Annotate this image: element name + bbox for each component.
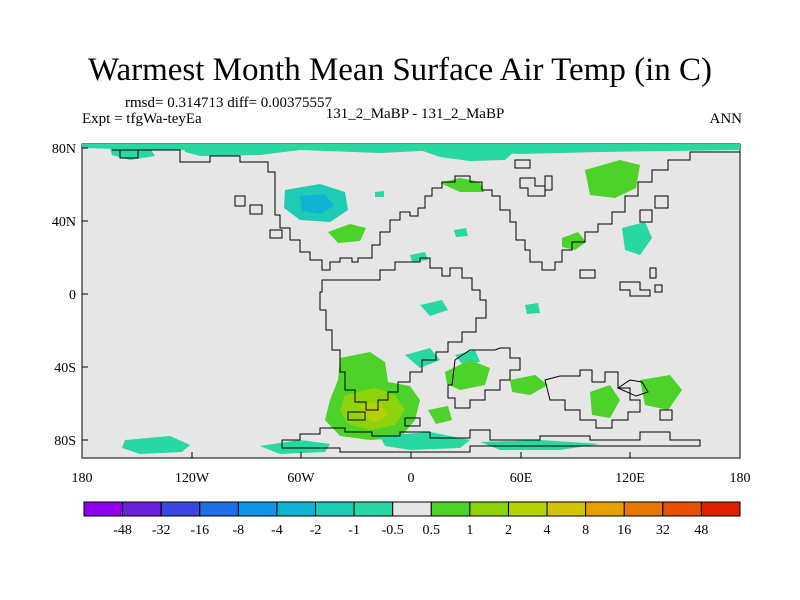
colorbar-label: -32 [152,523,171,538]
field-yellow-south-core [360,402,388,422]
field-teal-antarctic-2 [260,440,330,454]
field-green-south-6 [428,406,452,424]
comparison-label: 131_2_MaBP - 131_2_MaBP [325,106,505,122]
field-teal-south-2 [455,350,480,364]
lat-labels: 80N 40N 0 40S 80S [52,142,76,449]
field-teal-small-1 [410,252,428,262]
stats-label: rmsd= 0.314713 diff= 0.00375557 [125,95,333,111]
colorbar-label: -8 [233,523,245,538]
colorbar-label: 8 [582,523,589,538]
colorbar-label: 4 [544,523,551,538]
field-teal-antarctic-1 [122,436,190,454]
lat-tick-label: 40N [52,215,76,230]
field-teal-small-3 [525,303,540,314]
axis-ticks [81,147,741,458]
field-teal-arctic-2 [183,146,300,156]
field-teal-small-5 [375,191,384,197]
field-teal-south-1 [405,348,440,368]
colorbar-swatch [199,501,239,517]
colorbar-swatch [83,501,124,517]
colorbar-swatch [546,501,587,517]
lat-tick-label: 80N [52,142,76,157]
field-teal-antarctic-3 [380,432,470,450]
colorbar-swatch [276,501,317,517]
colorbar-swatch [392,501,432,517]
field-green-south-2 [445,360,490,390]
colorbar-swatch [160,501,201,517]
colorbar-label: 48 [694,523,708,538]
lon-tick-label: 120E [615,471,645,486]
lon-tick-label: 120W [175,471,210,486]
colorbar: -48 -32 -16 -8 -4 -2 -1 -0.5 0.5 1 2 4 8 16 32 48 [83,501,741,538]
colorbar-label: 16 [617,523,631,538]
colorbar-swatch [353,501,394,517]
lon-tick-label: 60E [510,471,533,486]
field-teal-arctic-3 [420,148,515,161]
lat-tick-label: 80S [54,434,76,449]
colorbar-label: -2 [310,523,322,538]
colorbar-label: 32 [656,523,670,538]
colorbar-swatch [623,501,664,517]
experiment-label: Expt = tfgWa-teyEa [82,111,202,127]
lon-tick-label: 180 [730,471,751,486]
colorbar-label: -4 [271,523,283,538]
colorbar-swatch [315,501,355,517]
lon-tick-label: 180 [72,471,93,486]
field-green-south-5 [640,375,682,410]
field-teal-arctic-4 [110,148,155,160]
colorbar-label: 0.5 [423,523,441,538]
chart-title: Warmest Month Mean Surface Air Temp (in … [87,52,713,88]
field-teal-pacific [622,222,652,255]
field-teal-small-4 [454,228,468,237]
colorbar-label: 2 [505,523,512,538]
lon-tick-label: 60W [287,471,315,486]
lon-tick-label: 0 [408,471,415,486]
colorbar-label: -1 [348,523,360,538]
colorbar-swatch [237,501,278,517]
colorbar-label: -16 [190,523,209,538]
colorbar-swatch [507,501,548,517]
colorbar-swatch [585,501,625,517]
field-green-south-4 [590,385,620,418]
anomaly-fields [82,144,740,454]
field-teal-small-2 [420,300,448,316]
colorbar-swatch [662,501,702,517]
field-teal-natlantic-inner [300,194,334,214]
lat-tick-label: 40S [54,361,76,376]
colorbar-label: 1 [466,523,473,538]
colorbar-swatch [430,501,471,517]
field-green-south-3 [510,375,548,395]
colorbar-label: -0.5 [382,523,404,538]
colorbar-swatch [122,501,162,517]
field-green-india [562,232,586,250]
field-green-med [328,224,366,243]
colorbar-swatch [469,501,509,517]
field-green-asia [585,160,640,198]
field-teal-antarctic-4 [480,440,600,450]
colorbar-swatch [700,501,741,517]
lon-labels: 180 120W 60W 0 60E 120E 180 [72,471,751,486]
colorbar-label: -48 [113,523,132,538]
coastlines [112,149,740,453]
lat-tick-label: 0 [69,288,76,303]
season-label: ANN [709,111,743,127]
